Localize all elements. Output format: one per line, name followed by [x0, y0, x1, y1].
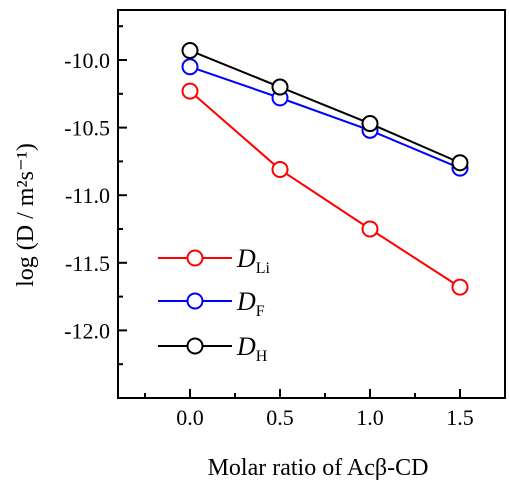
- data-point: [361, 220, 379, 238]
- y-axis: -10.0 -10.5 -11.0 -11.5 -12.0: [64, 25, 127, 366]
- legend-marker: [186, 337, 204, 355]
- plot-area: [117, 9, 506, 399]
- data-point: [181, 58, 199, 76]
- data-point: [271, 78, 289, 96]
- data-point: [181, 42, 199, 60]
- data-point: [361, 115, 379, 133]
- legend-label: DF: [236, 287, 265, 320]
- y-tick-label: -10.0: [64, 48, 110, 73]
- series-D_F: [181, 58, 469, 177]
- x-tick-label: 1.5: [446, 405, 474, 430]
- x-axis: 0.0 0.5 1.0 1.5: [144, 389, 474, 430]
- legend-item-D_F: DF: [158, 287, 265, 320]
- series-line: [189, 49, 461, 164]
- y-axis-title: log (D / m²s⁻¹): [13, 143, 39, 287]
- legend-marker: [186, 249, 204, 267]
- legend: DLi DF DH: [158, 244, 271, 365]
- legend-label: DH: [236, 332, 268, 365]
- data-point: [451, 154, 469, 172]
- x-tick-label: 0.0: [176, 405, 204, 430]
- x-axis-title: Molar ratio of Acβ-CD: [208, 455, 429, 481]
- legend-label: DLi: [236, 244, 271, 277]
- y-tick-label: -11.0: [65, 183, 110, 208]
- data-point: [451, 278, 469, 296]
- legend-item-D_Li: DLi: [158, 244, 271, 277]
- legend-marker: [186, 292, 204, 310]
- data-point: [271, 161, 289, 179]
- legend-item-D_H: DH: [158, 332, 268, 365]
- y-tick-label: -11.5: [65, 251, 110, 276]
- series-line: [189, 90, 461, 288]
- x-tick-label: 1.0: [356, 405, 384, 430]
- series-layer: [181, 42, 469, 296]
- data-point: [181, 82, 199, 100]
- series-D_Li: [181, 82, 469, 296]
- series-D_H: [181, 42, 469, 172]
- plot-border: [117, 9, 506, 399]
- x-tick-label: 0.5: [266, 405, 294, 430]
- y-tick-label: -10.5: [64, 116, 110, 141]
- y-tick-label: -12.0: [64, 318, 110, 343]
- series-line: [189, 65, 461, 170]
